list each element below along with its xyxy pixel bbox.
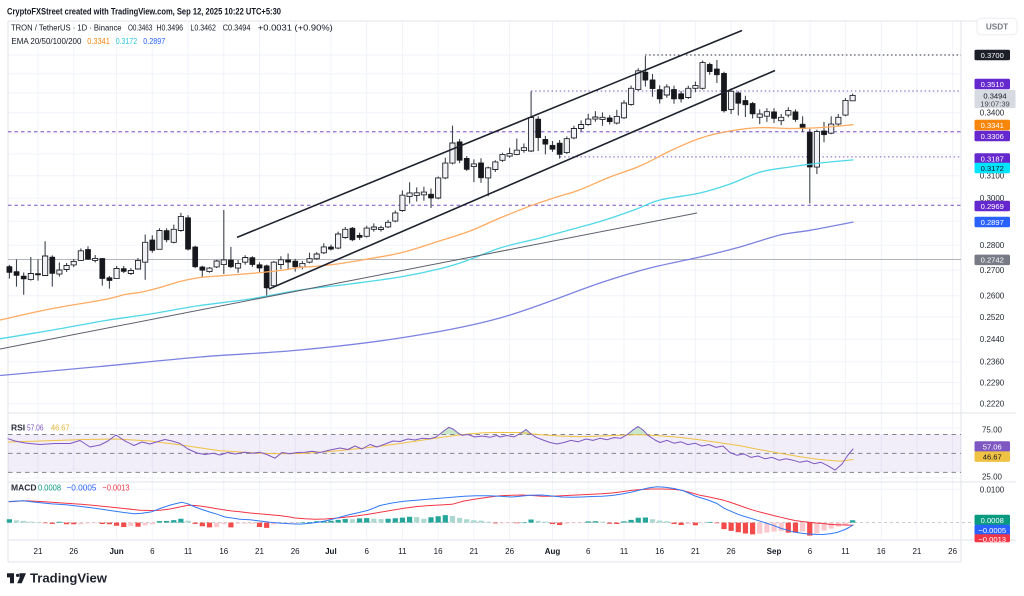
svg-text:0.3000: 0.3000 xyxy=(980,194,1005,203)
svg-text:16: 16 xyxy=(219,547,228,556)
svg-text:RSI: RSI xyxy=(11,422,25,432)
svg-text:16: 16 xyxy=(655,547,664,556)
svg-text:16: 16 xyxy=(434,547,443,556)
svg-text:0.0008: 0.0008 xyxy=(981,516,1004,525)
svg-text:11: 11 xyxy=(398,547,407,556)
svg-text:21: 21 xyxy=(255,547,264,556)
svg-text:−0.0013: −0.0013 xyxy=(978,535,1006,544)
svg-text:−0.0013: −0.0013 xyxy=(103,482,130,492)
svg-text:0.2742: 0.2742 xyxy=(981,256,1004,265)
svg-text:26: 26 xyxy=(727,547,736,556)
svg-text:Aug: Aug xyxy=(545,547,561,556)
svg-text:26: 26 xyxy=(69,547,78,556)
svg-text:25.00: 25.00 xyxy=(982,473,1003,482)
svg-text:0.3341: 0.3341 xyxy=(981,121,1004,130)
svg-text:26: 26 xyxy=(291,547,300,556)
svg-text:0.2440: 0.2440 xyxy=(980,335,1005,344)
svg-text:26: 26 xyxy=(948,547,957,556)
svg-text:Jun: Jun xyxy=(109,547,123,556)
svg-text:0.0100: 0.0100 xyxy=(980,485,1005,494)
svg-text:+0.0031 (+0.90%): +0.0031 (+0.90%) xyxy=(258,23,333,33)
svg-text:0.3172: 0.3172 xyxy=(981,164,1004,173)
svg-text:Jul: Jul xyxy=(325,547,337,556)
svg-text:L0.3462: L0.3462 xyxy=(190,23,216,33)
svg-text:EMA 20/50/100/200: EMA 20/50/100/200 xyxy=(11,36,81,46)
svg-text:0.2290: 0.2290 xyxy=(980,378,1005,387)
svg-text:11: 11 xyxy=(184,547,193,556)
svg-text:−0.0005: −0.0005 xyxy=(67,482,97,492)
svg-text:6: 6 xyxy=(364,547,369,556)
svg-text:6: 6 xyxy=(586,547,591,556)
svg-text:11: 11 xyxy=(620,547,629,556)
svg-text:−0.0005: −0.0005 xyxy=(978,526,1006,535)
svg-text:0.3100: 0.3100 xyxy=(980,172,1005,181)
svg-text:21: 21 xyxy=(34,547,43,556)
svg-text:0.2897: 0.2897 xyxy=(143,36,165,46)
svg-text:0.3494: 0.3494 xyxy=(983,91,1006,100)
svg-text:USDT: USDT xyxy=(986,22,1008,31)
svg-text:TradingView: TradingView xyxy=(30,571,108,586)
svg-text:0.2800: 0.2800 xyxy=(980,241,1005,250)
svg-text:0.3510: 0.3510 xyxy=(981,80,1004,89)
svg-text:0.3172: 0.3172 xyxy=(116,36,138,46)
svg-text:26: 26 xyxy=(505,547,514,556)
svg-text:O0.3463: O0.3463 xyxy=(128,23,152,33)
svg-text:46.67: 46.67 xyxy=(983,452,1002,461)
svg-text:21: 21 xyxy=(691,547,700,556)
svg-text:0.3700: 0.3700 xyxy=(981,51,1004,60)
svg-text:0.2969: 0.2969 xyxy=(981,202,1004,211)
svg-text:C0.3494: C0.3494 xyxy=(223,23,251,33)
svg-text:TRON / TetherUS · 1D · Binance: TRON / TetherUS · 1D · Binance xyxy=(11,23,122,33)
svg-text:Sep: Sep xyxy=(767,547,782,556)
svg-text:0.3187: 0.3187 xyxy=(981,154,1004,163)
svg-text:0.2700: 0.2700 xyxy=(980,266,1005,275)
svg-text:21: 21 xyxy=(469,547,478,556)
svg-text:6: 6 xyxy=(150,547,155,556)
svg-text:57.06: 57.06 xyxy=(27,422,44,432)
svg-text:19:07:39: 19:07:39 xyxy=(980,100,1010,109)
svg-text:0.0008: 0.0008 xyxy=(38,482,61,492)
svg-text:MACD: MACD xyxy=(11,482,37,492)
svg-text:21: 21 xyxy=(912,547,921,556)
svg-text:0.2600: 0.2600 xyxy=(980,292,1005,301)
svg-text:57.06: 57.06 xyxy=(983,442,1002,451)
svg-text:CryptoFXStreet created with Tr: CryptoFXStreet created with TradingView.… xyxy=(7,7,281,17)
svg-text:16: 16 xyxy=(877,547,886,556)
svg-text:0.3400: 0.3400 xyxy=(980,109,1005,118)
svg-text:H0.3496: H0.3496 xyxy=(156,23,183,33)
svg-text:11: 11 xyxy=(841,547,850,556)
svg-text:0.2220: 0.2220 xyxy=(980,400,1005,409)
svg-text:0.2520: 0.2520 xyxy=(980,313,1005,322)
svg-text:0.3306: 0.3306 xyxy=(981,132,1004,141)
svg-text:46.67: 46.67 xyxy=(51,422,70,432)
svg-text:6: 6 xyxy=(808,547,813,556)
svg-text:0.2897: 0.2897 xyxy=(981,218,1004,227)
svg-text:75.00: 75.00 xyxy=(982,425,1003,434)
svg-text:0.2360: 0.2360 xyxy=(980,358,1005,367)
svg-text:0.3341: 0.3341 xyxy=(87,36,110,46)
